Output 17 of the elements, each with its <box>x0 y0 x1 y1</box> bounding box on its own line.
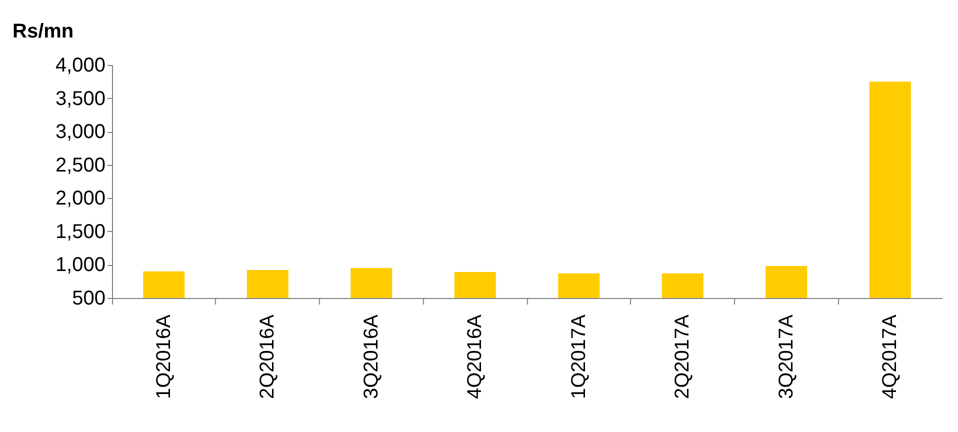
x-tick-label: 2Q2017A <box>672 314 694 400</box>
x-tick-label: 3Q2017A <box>775 314 798 400</box>
x-tick-label: 3Q2016A <box>360 314 382 400</box>
y-axis-title: Rs/mn <box>12 20 74 42</box>
y-tick-label: 3,000 <box>55 121 106 144</box>
y-tick-label: 2,000 <box>55 188 106 210</box>
x-tick-label: 1Q2016A <box>152 314 175 400</box>
x-tick-label: 1Q2017A <box>568 314 590 400</box>
y-tick-label: 1,500 <box>55 220 106 243</box>
y-tick-label: 3,500 <box>55 88 106 110</box>
y-tick-label: 1,000 <box>55 254 106 276</box>
x-tick-label: 4Q2017A <box>879 314 902 400</box>
y-tick-label: 2,500 <box>55 154 106 176</box>
x-tick-label: 2Q2016A <box>256 314 279 400</box>
y-tick-label: 500 <box>72 288 106 310</box>
y-tick-label: 4,000 <box>55 54 106 76</box>
x-tick-label: 4Q2016A <box>464 314 486 400</box>
